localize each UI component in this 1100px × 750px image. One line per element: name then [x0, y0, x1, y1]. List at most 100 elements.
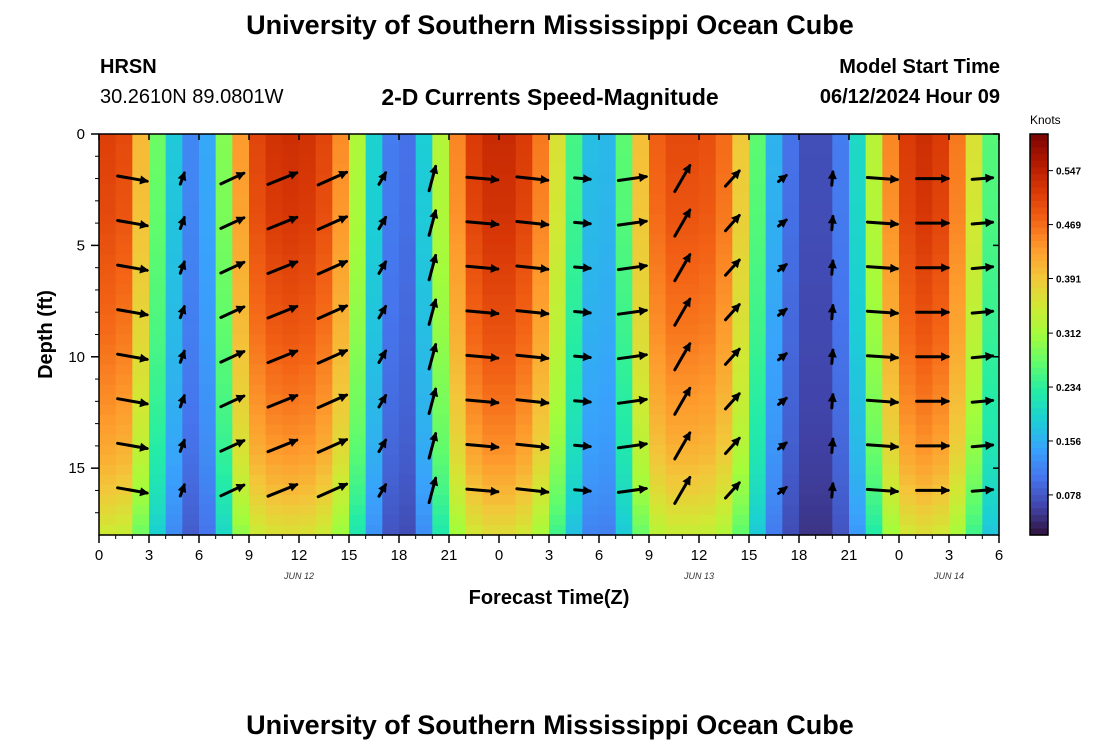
- heatmap-cell: [532, 244, 550, 255]
- heatmap-cell: [782, 474, 800, 486]
- heatmap-cell: [415, 284, 433, 296]
- heatmap-cell: [932, 314, 950, 326]
- colorbar-segment: [1030, 374, 1048, 382]
- current-vector: [515, 353, 550, 363]
- heatmap-cell: [832, 424, 850, 436]
- current-vector: [116, 219, 150, 229]
- heatmap-cell: [599, 154, 617, 165]
- heatmap-cell: [399, 434, 417, 446]
- heatmap-cell: [982, 244, 1000, 255]
- heatmap-cell: [415, 154, 433, 165]
- heatmap-cell: [915, 234, 933, 245]
- heatmap-cell: [782, 264, 800, 275]
- heatmap-cell: [849, 484, 867, 496]
- heatmap-cell: [449, 254, 467, 265]
- heatmap-cell: [849, 184, 867, 195]
- heatmap-cell: [982, 264, 1000, 275]
- heatmap-cell: [749, 264, 767, 275]
- heatmap-cell: [282, 224, 300, 235]
- heatmap-cell: [532, 434, 550, 446]
- heatmap-cell: [415, 214, 433, 225]
- current-vector: [116, 397, 150, 408]
- heatmap-cell: [782, 314, 800, 326]
- heatmap-cell: [432, 274, 450, 285]
- colorbar-segment: [1030, 147, 1048, 155]
- heatmap-cell: [565, 454, 583, 466]
- heatmap-cell: [115, 204, 133, 215]
- heatmap-cell: [265, 214, 283, 225]
- heatmap-cell: [399, 464, 417, 476]
- heatmap-cell: [465, 194, 483, 205]
- heatmap-cell: [199, 404, 217, 416]
- heatmap-cell: [415, 274, 433, 285]
- heatmap-cell: [782, 444, 800, 456]
- heatmap-cell: [182, 314, 200, 326]
- heatmap-cell: [432, 264, 450, 275]
- heatmap-cell: [282, 454, 300, 466]
- heatmap-cell: [199, 434, 217, 446]
- heatmap-cell: [949, 474, 967, 486]
- heatmap-cell: [965, 284, 983, 296]
- heatmap-cell: [99, 174, 117, 185]
- heatmap-cell: [365, 204, 383, 215]
- heatmap-cell: [799, 194, 817, 205]
- heatmap-cell: [932, 324, 950, 336]
- heatmap-cell: [199, 184, 217, 195]
- heatmap-cell: [815, 254, 833, 265]
- current-vector: [219, 171, 246, 186]
- heatmap-cell: [99, 214, 117, 225]
- colorbar-segment: [1030, 274, 1048, 282]
- heatmap-cell: [649, 504, 667, 516]
- current-vector: [915, 174, 951, 184]
- current-vector: [673, 386, 692, 416]
- heatmap-cell: [765, 184, 783, 195]
- heatmap-cell: [765, 314, 783, 326]
- heatmap-cell: [132, 334, 150, 346]
- heatmap-cell: [732, 184, 750, 195]
- heatmap-cell: [515, 464, 533, 476]
- heatmap-cell: [149, 284, 167, 296]
- heatmap-cell: [382, 494, 400, 506]
- heatmap-cell: [682, 474, 700, 486]
- heatmap-cell: [532, 344, 550, 356]
- heatmap-cell: [465, 364, 483, 376]
- heatmap-cell: [249, 364, 267, 376]
- heatmap-cell: [732, 294, 750, 306]
- heatmap-cell: [832, 404, 850, 416]
- heatmap-cell: [532, 214, 550, 225]
- heatmap-cell: [982, 224, 1000, 235]
- x-tick-label: 0: [95, 547, 103, 564]
- heatmap-cell: [665, 284, 683, 296]
- heatmap-cell: [449, 284, 467, 296]
- heatmap-cell: [165, 324, 183, 336]
- heatmap-cell: [399, 304, 417, 316]
- heatmap-cell: [299, 254, 317, 265]
- heatmap-cell: [499, 204, 517, 215]
- heatmap-cell: [165, 154, 183, 165]
- heatmap-cell: [665, 214, 683, 225]
- heatmap-cell: [132, 234, 150, 245]
- heatmap-cell: [532, 464, 550, 476]
- heatmap-cell: [182, 204, 200, 215]
- heatmap-cell: [849, 134, 867, 145]
- heatmap-cell: [482, 314, 500, 326]
- heatmap-cell: [232, 134, 250, 145]
- heatmap-cell: [615, 134, 633, 145]
- colorbar-segment: [1030, 321, 1048, 329]
- heatmap-cell: [299, 424, 317, 436]
- heatmap-cell: [515, 334, 533, 346]
- heatmap-cell: [382, 164, 400, 175]
- heatmap-cell: [382, 244, 400, 255]
- heatmap-cell: [549, 514, 567, 526]
- heatmap-cell: [515, 474, 533, 486]
- heatmap-cell: [982, 434, 1000, 446]
- heatmap-cell: [649, 524, 667, 536]
- heatmap-cell: [149, 174, 167, 185]
- heatmap-cell: [682, 524, 700, 536]
- heatmap-cell: [949, 334, 967, 346]
- heatmap-cell: [182, 274, 200, 285]
- heatmap-cell: [915, 354, 933, 366]
- heatmap-cell: [182, 264, 200, 275]
- heatmap-cell: [532, 164, 550, 175]
